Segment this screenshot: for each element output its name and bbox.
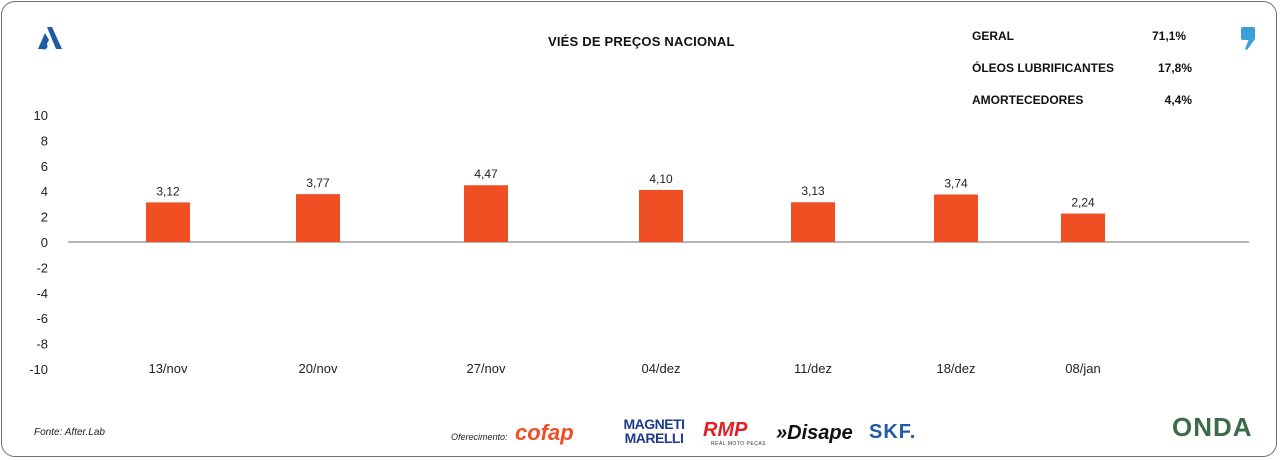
y-tick-label: 10 [34,108,48,123]
x-tick-label: 13/nov [148,361,188,376]
stat-label: AMORTECEDORES [972,93,1084,107]
y-tick-label: 4 [41,184,48,199]
x-tick-label: 27/nov [466,361,506,376]
x-tick-label: 18/dez [936,361,975,376]
y-tick-label: -4 [36,286,48,301]
bar [464,185,508,242]
stat-value: 71,1% [1151,29,1186,43]
offer-label: Oferecimento: [451,432,508,442]
onda-logo: ONDA [1172,412,1253,442]
stat-label: ÓLEOS LUBRIFICANTES [972,61,1115,75]
rmp-subtitle: REAL MOTO PEÇAS [711,441,767,447]
bar [146,202,190,242]
stat-value: 4,4% [1164,93,1192,107]
chart-title: VIÉS DE PREÇOS NACIONAL [548,34,735,49]
data-label: 3,13 [801,184,825,198]
y-tick-label: 0 [41,235,48,250]
data-label: 4,10 [649,172,673,186]
stat-row-geral: GERAL 71,1% [972,29,1202,61]
rmp-logo: RMP [703,419,748,441]
stat-label: GERAL [972,29,1014,43]
stat-row-oleos: ÓLEOS LUBRIFICANTES 17,8% [972,61,1202,93]
data-label: 2,24 [1071,196,1095,210]
skf-logo: SKF. [869,421,917,443]
a-logo-icon [38,27,62,50]
y-tick-label: 2 [41,210,48,225]
x-tick-label: 04/dez [641,361,680,376]
data-label: 3,77 [306,176,330,190]
cofap-logo: cofap [515,420,574,445]
quote-icon [1241,27,1255,50]
data-label: 3,12 [156,184,180,198]
source-note: Fonte: After.Lab [34,427,105,438]
y-tick-label: -6 [36,311,48,326]
data-label: 4,47 [474,167,498,181]
disape-logo: »Disape [776,422,853,444]
bar [296,194,340,242]
bar [934,194,978,242]
x-tick-label: 08/jan [1065,361,1100,376]
magneti-marelli-logo: MAGNETI MARELLI [623,416,685,446]
y-tick-label: -10 [29,362,48,377]
stat-row-amortecedores: AMORTECEDORES 4,4% [972,93,1202,125]
y-tick-label: 6 [41,159,48,174]
y-tick-label: -2 [36,260,48,275]
x-tick-label: 20/nov [298,361,338,376]
bar [791,202,835,242]
y-tick-label: -8 [36,337,48,352]
bar [1061,213,1105,242]
data-label: 3,74 [944,177,968,191]
bar [639,189,683,242]
stat-value: 17,8% [1157,61,1192,75]
x-tick-label: 11/dez [794,361,832,376]
stats-panel: GERAL 71,1% ÓLEOS LUBRIFICANTES 17,8% AM… [972,29,1202,125]
y-tick-label: 8 [41,133,48,148]
